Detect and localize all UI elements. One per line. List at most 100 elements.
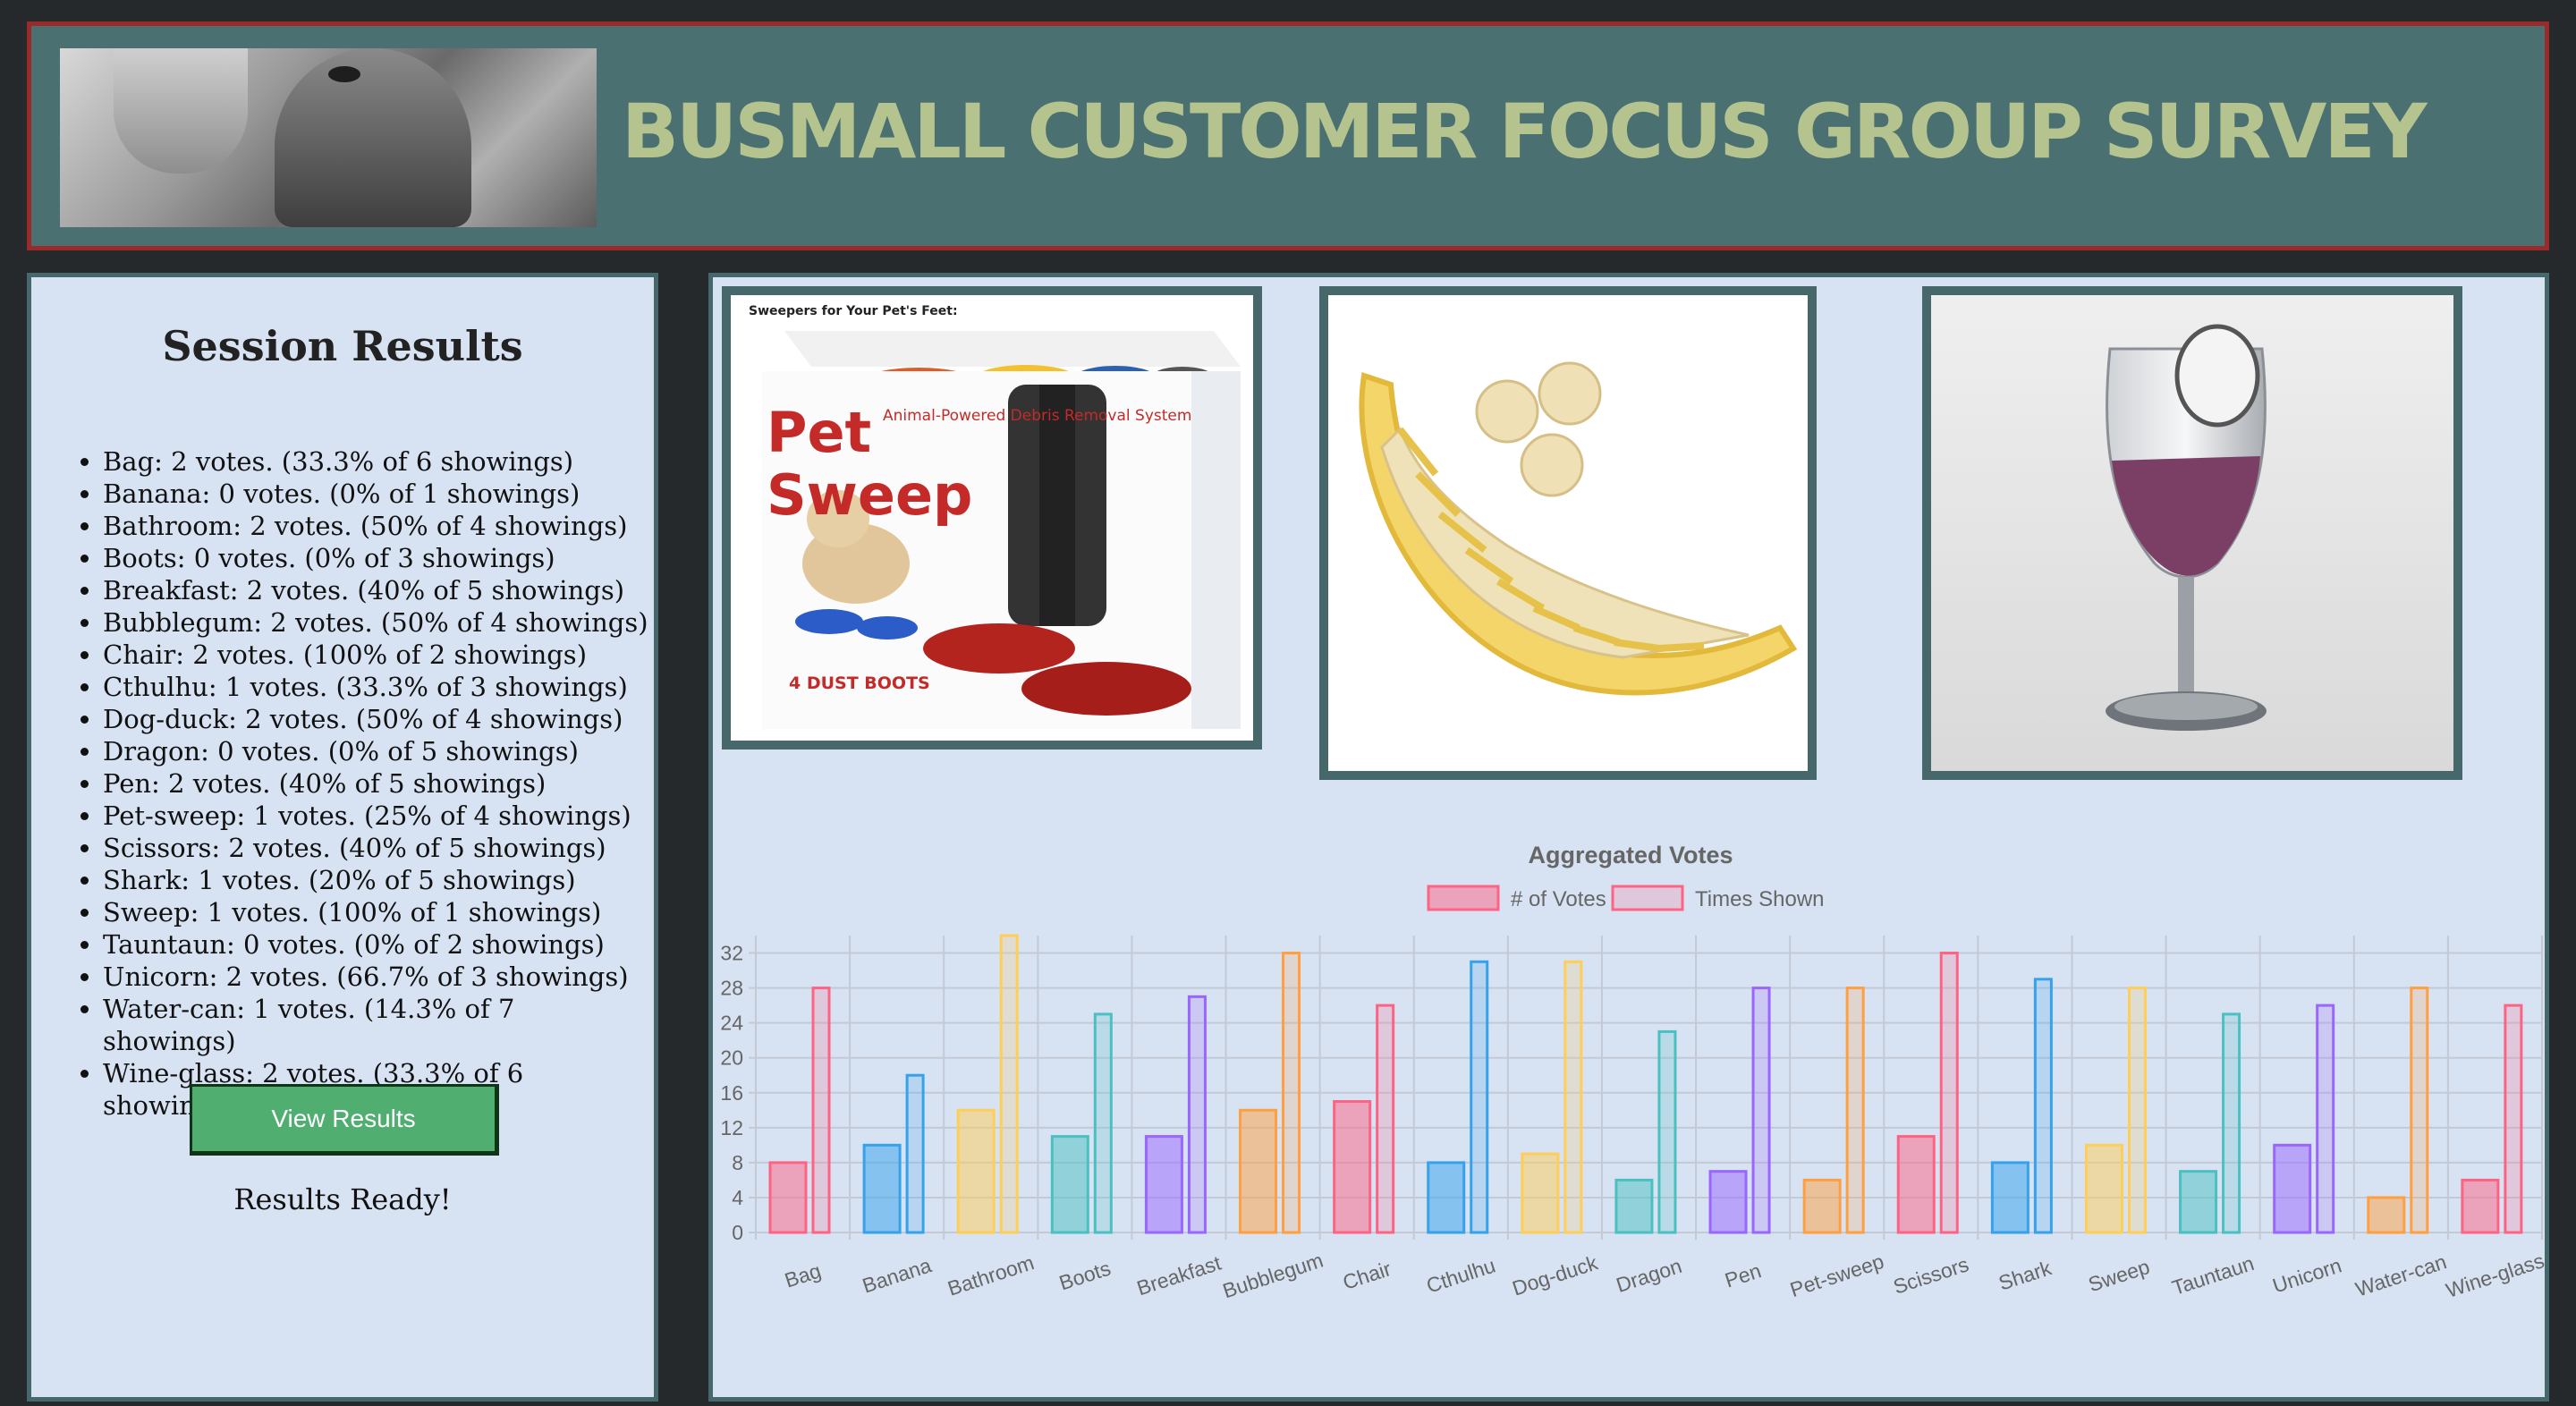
aggregated-votes-chart: Aggregated Votes # of Votes Times Shown 0…	[720, 842, 2545, 1303]
list-item: Unicorn: 2 votes. (66.7% of 3 showings)	[103, 961, 654, 993]
bar-votes-scissors	[1896, 1135, 1936, 1234]
list-item: Pet-sweep: 1 votes. (25% of 4 showings)	[103, 800, 654, 832]
bar-shown-unicorn	[2316, 1004, 2335, 1234]
list-item: Pen: 2 votes. (40% of 5 showings)	[103, 767, 654, 800]
bar-votes-water-can	[2367, 1196, 2406, 1234]
list-item: Cthulhu: 1 votes. (33.3% of 3 showings)	[103, 671, 654, 703]
chart-bars	[768, 934, 2523, 1234]
legend-label: Times Shown	[1695, 887, 1825, 911]
bar-shown-tauntaun	[2222, 1012, 2241, 1234]
bar-shown-chair	[1376, 1004, 1395, 1234]
x-tick-label: Dragon	[1614, 1254, 1685, 1297]
list-item: Banana: 0 votes. (0% of 1 showings)	[103, 478, 654, 510]
bar-shown-breakfast	[1187, 995, 1207, 1234]
x-tick-label: Cthulhu	[1424, 1253, 1498, 1297]
bar-shown-bathroom	[999, 934, 1019, 1234]
session-results-heading: Session Results	[162, 322, 523, 370]
x-tick-label: Boots	[1056, 1257, 1114, 1295]
y-tick-label: 24	[720, 1012, 743, 1035]
x-tick-label: Bathroom	[945, 1250, 1037, 1300]
x-tick-label: Pet-sweep	[1787, 1249, 1886, 1301]
chart-grid	[749, 936, 2543, 1240]
bar-votes-shark	[1990, 1161, 2029, 1234]
legend-label: # of Votes	[1511, 887, 1606, 911]
bar-shown-shark	[2033, 978, 2053, 1234]
bar-votes-dog-duck	[1521, 1152, 1560, 1234]
x-tick-label: Breakfast	[1134, 1250, 1224, 1300]
bar-votes-cthulhu	[1427, 1161, 1466, 1234]
bar-shown-boots	[1093, 1012, 1113, 1234]
legend-swatch	[1611, 885, 1684, 911]
x-tick-label: Tauntaun	[2169, 1251, 2257, 1300]
results-list: Bag: 2 votes. (33.3% of 6 showings) Bana…	[76, 445, 654, 1122]
product-image-pet-sweep[interactable]: Sweepers for Your Pet's Feet: Pet Sweep …	[722, 286, 1262, 750]
chart-title: Aggregated Votes	[1528, 842, 1733, 868]
box-brand-pet: Pet	[767, 400, 871, 465]
product-image-banana[interactable]	[1319, 286, 1817, 780]
list-item: Scissors: 2 votes. (40% of 5 showings)	[103, 832, 654, 864]
wine-glass-icon	[2106, 324, 2267, 731]
box-brand-sweep: Sweep	[767, 462, 972, 528]
bar-votes-bathroom	[956, 1108, 996, 1234]
y-tick-label: 4	[732, 1186, 743, 1209]
y-tick-label: 32	[720, 942, 743, 965]
product-image-wine-glass[interactable]	[1922, 286, 2462, 780]
bar-shown-dragon	[1657, 1029, 1677, 1234]
y-tick-label: 20	[720, 1046, 743, 1070]
page-header: BUSMALL CUSTOMER FOCUS GROUP SURVEY	[27, 21, 2549, 250]
bar-votes-unicorn	[2273, 1143, 2312, 1234]
y-tick-label: 16	[720, 1081, 743, 1105]
x-tick-label: Banana	[860, 1253, 935, 1297]
box-caption: Sweepers for Your Pet's Feet:	[749, 304, 958, 318]
chart-legend: # of Votes Times Shown	[1427, 885, 1825, 911]
list-item: Bag: 2 votes. (33.3% of 6 showings)	[103, 445, 654, 478]
x-axis: Bag Banana Bathroom Boots BreakfastBubblegum…	[782, 1249, 2545, 1303]
view-results-button[interactable]: View Results	[190, 1084, 499, 1156]
bar-votes-bag	[768, 1161, 808, 1234]
legend-swatch	[1427, 885, 1500, 911]
bar-votes-tauntaun	[2179, 1170, 2218, 1234]
bar-votes-banana	[862, 1143, 902, 1234]
y-tick-label: 28	[720, 977, 743, 1000]
box-footer: 4 DUST BOOTS	[789, 673, 930, 693]
list-item: Boots: 0 votes. (0% of 3 showings)	[103, 542, 654, 574]
list-item: Tauntaun: 0 votes. (0% of 2 showings)	[103, 928, 654, 961]
x-tick-label: Chair	[1340, 1257, 1394, 1294]
bar-votes-wine-glass	[2461, 1178, 2500, 1234]
x-tick-label: Dog-duck	[1510, 1250, 1601, 1300]
voting-area: Sweepers for Your Pet's Feet: Pet Sweep …	[708, 273, 2549, 1402]
bar-shown-banana	[905, 1073, 925, 1234]
x-tick-label: Water-can	[2352, 1249, 2449, 1300]
bar-shown-cthulhu	[1470, 960, 1489, 1234]
x-tick-label: Shark	[1996, 1256, 2055, 1294]
y-axis: 0 4 8 12 16 20 24 28 32	[720, 942, 743, 1244]
list-item: Breakfast: 2 votes. (40% of 5 showings)	[103, 574, 654, 606]
x-tick-label: Sweep	[2086, 1255, 2153, 1296]
page-title: BUSMALL CUSTOMER FOCUS GROUP SURVEY	[622, 88, 2428, 175]
list-item: Bathroom: 2 votes. (50% of 4 showings)	[103, 510, 654, 542]
session-results-panel: Session Results Bag: 2 votes. (33.3% of …	[27, 273, 658, 1402]
list-item: Dragon: 0 votes. (0% of 5 showings)	[103, 735, 654, 767]
y-tick-label: 8	[732, 1151, 743, 1174]
bar-votes-sweep	[2084, 1143, 2123, 1234]
list-item: Dog-duck: 2 votes. (50% of 4 showings)	[103, 703, 654, 735]
bar-shown-water-can	[2410, 987, 2429, 1234]
bar-votes-dragon	[1614, 1178, 1654, 1234]
bar-votes-pet-sweep	[1802, 1178, 1842, 1234]
box-tagline: Animal-Powered Debris Removal System	[883, 407, 1191, 425]
x-tick-label: Wine-glass	[2443, 1249, 2545, 1302]
bar-shown-bubblegum	[1282, 952, 1301, 1234]
bar-shown-bag	[811, 987, 831, 1234]
kitten-logo-icon	[60, 48, 597, 227]
pet-sweep-box-icon: Sweepers for Your Pet's Feet: Pet Sweep …	[731, 295, 1253, 741]
y-tick-label: 12	[720, 1116, 743, 1139]
status-message: Results Ready!	[233, 1182, 452, 1216]
bar-shown-pen	[1751, 987, 1771, 1234]
bar-shown-dog-duck	[1563, 960, 1583, 1234]
list-item: Water-can: 1 votes. (14.3% of 7 showings…	[103, 993, 654, 1057]
list-item: Chair: 2 votes. (100% of 2 showings)	[103, 639, 654, 671]
bar-shown-wine-glass	[2504, 1004, 2523, 1234]
list-item: Sweep: 1 votes. (100% of 1 showings)	[103, 896, 654, 928]
bar-shown-sweep	[2127, 987, 2147, 1234]
x-tick-label: Pen	[1722, 1258, 1764, 1292]
